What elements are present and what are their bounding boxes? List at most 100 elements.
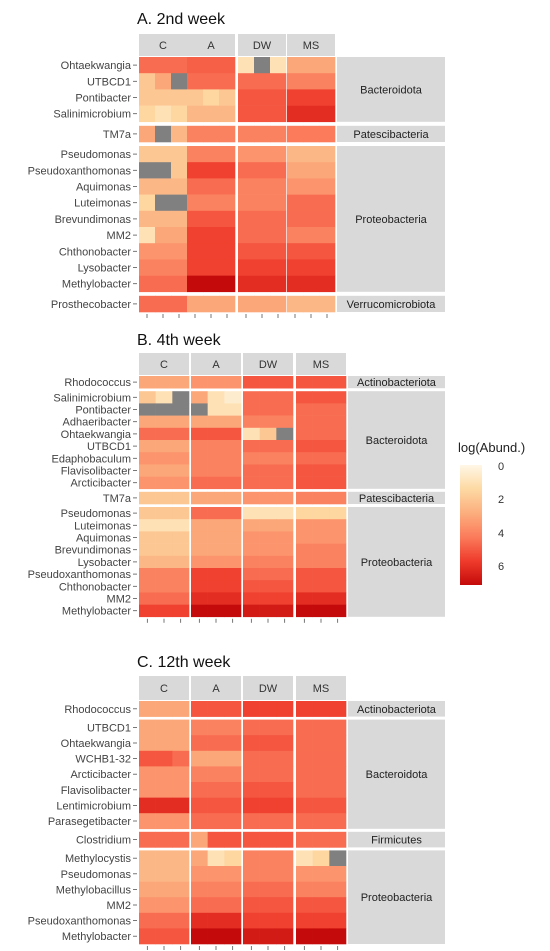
column-header-label: MS — [303, 40, 320, 52]
heatmap-cell — [238, 146, 255, 163]
heatmap-cell — [276, 531, 294, 544]
row-label: Methylobacter — [62, 931, 131, 943]
row-label: TM7a — [103, 493, 132, 505]
column-header-bg — [191, 353, 241, 375]
heatmap-cell — [312, 415, 330, 429]
heatmap-cell — [270, 295, 287, 313]
row-label: Methylobacter — [62, 279, 131, 291]
phylum-label: Firmicutes — [371, 835, 422, 847]
heatmap-cell — [191, 403, 208, 416]
heatmap-cell — [296, 735, 313, 752]
heatmap-cell — [191, 719, 208, 736]
heatmap-cell — [296, 476, 313, 490]
heatmap-cell — [329, 797, 347, 814]
heatmap-cell — [287, 105, 304, 123]
heatmap-cell — [287, 227, 304, 244]
phylum-label: Patescibacteria — [359, 493, 435, 505]
heatmap-cell — [238, 259, 255, 276]
row-label: Lysobacter — [78, 263, 132, 275]
heatmap-cell — [155, 452, 173, 465]
heatmap-cell — [171, 146, 188, 163]
column-header-bg — [296, 676, 346, 700]
heatmap-cell — [319, 57, 336, 74]
heatmap-cell — [243, 376, 260, 389]
heatmap-cell — [191, 568, 208, 581]
heatmap-cell — [139, 897, 156, 914]
heatmap-cell — [155, 391, 173, 404]
chart-title: C. 12th week — [137, 654, 231, 671]
heatmap-cell — [224, 452, 242, 465]
heatmap-cell — [312, 782, 330, 798]
heatmap-cell — [172, 813, 190, 830]
heatmap-cell — [155, 125, 172, 143]
heatmap-cell — [219, 89, 236, 106]
heatmap-cell — [172, 476, 190, 490]
heatmap-cell — [191, 912, 208, 929]
heatmap-cell — [224, 850, 242, 867]
heatmap-cell — [207, 427, 225, 441]
heatmap-cell — [224, 440, 242, 453]
heatmap-cell — [276, 476, 294, 490]
heatmap-cell — [155, 73, 172, 90]
heatmap-cell — [224, 813, 242, 830]
heatmap-cell — [276, 543, 294, 557]
heatmap-cell — [172, 555, 190, 569]
heatmap-cell — [296, 491, 313, 505]
heatmap-cell — [243, 850, 260, 867]
heatmap-cell — [238, 89, 255, 106]
phylum-label: Verrucomicrobiota — [347, 299, 437, 311]
heatmap-cell — [329, 897, 347, 914]
heatmap-cell — [276, 555, 294, 569]
heatmap-cell — [155, 735, 173, 752]
heatmap-cell — [155, 897, 173, 914]
heatmap-cell — [207, 766, 225, 783]
heatmap-cell — [287, 57, 304, 74]
heatmap-cell — [270, 194, 287, 212]
column-header-bg — [139, 34, 187, 56]
heatmap-cell — [191, 476, 208, 490]
heatmap-cell — [172, 928, 190, 945]
heatmap-cell — [155, 194, 172, 212]
heatmap-cell — [329, 543, 347, 557]
row-label: Methylobacter — [62, 606, 131, 618]
heatmap-cell — [254, 227, 271, 244]
heatmap-cell — [319, 194, 336, 212]
heatmap-cell — [172, 735, 190, 752]
heatmap-cell — [243, 519, 260, 532]
heatmap-cell — [155, 750, 173, 767]
heatmap-cell — [155, 440, 173, 453]
heatmap-cell — [329, 831, 347, 848]
row-label: Arcticibacter — [70, 478, 131, 490]
heatmap-cell — [270, 73, 287, 90]
phylum-strip — [337, 295, 445, 312]
heatmap-cell — [155, 275, 172, 293]
heatmap-cell — [276, 604, 294, 618]
heatmap-cell — [187, 194, 204, 212]
heatmap-cell — [191, 440, 208, 453]
heatmap-cell — [254, 57, 271, 74]
heatmap-cell — [139, 162, 156, 179]
heatmap-cell — [296, 568, 313, 581]
heatmap-cell — [172, 376, 190, 389]
heatmap-cell — [319, 227, 336, 244]
heatmap-cell — [243, 476, 260, 490]
heatmap-cell — [259, 813, 277, 830]
phylum-label: Actinobacteriota — [357, 377, 437, 389]
heatmap-cell — [171, 210, 188, 228]
heatmap-cell — [243, 543, 260, 557]
heatmap-cell — [259, 452, 277, 465]
heatmap-cell — [139, 813, 156, 830]
row-label: TM7a — [103, 129, 132, 141]
heatmap-cell — [207, 519, 225, 532]
heatmap-cell — [303, 73, 320, 90]
heatmap-cell — [191, 782, 208, 798]
heatmap-cell — [296, 427, 313, 441]
heatmap-cell — [312, 427, 330, 441]
row-label: UTBCD1 — [87, 441, 131, 453]
heatmap-cell — [187, 89, 204, 106]
phylum-strip — [337, 146, 445, 292]
heatmap-cell — [296, 928, 313, 945]
heatmap-cell — [219, 125, 236, 143]
heatmap-cell — [287, 243, 304, 260]
heatmap-cell — [254, 295, 271, 313]
